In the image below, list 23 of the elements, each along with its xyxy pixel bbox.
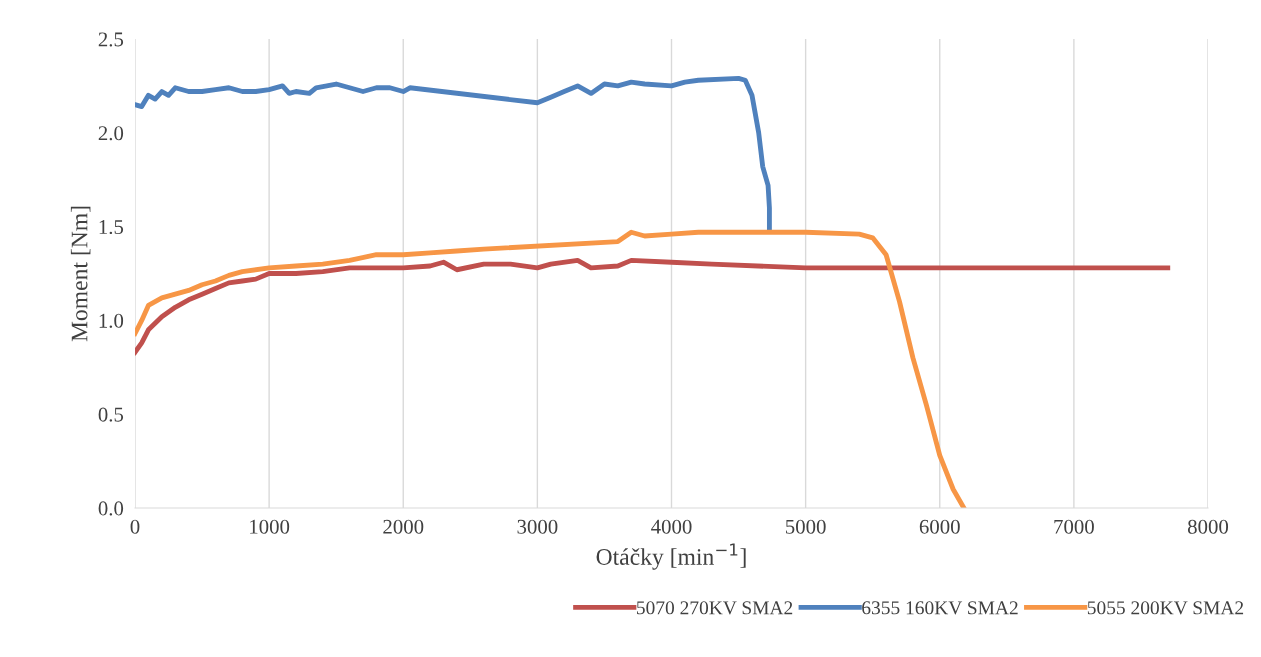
x-tick-label: 4000 <box>651 519 692 534</box>
x-tick-label: 5000 <box>786 519 826 534</box>
x-axis-title: Otáčky [min$^{−1}$] <box>596 543 746 570</box>
x-tick-label: 3000 <box>517 519 558 534</box>
line-series <box>135 229 967 508</box>
y-axis-title: Moment [Nm] <box>70 206 91 342</box>
y-tick-label: 0.5 <box>98 407 124 422</box>
line-series <box>135 75 772 233</box>
y-tick-label: 1.0 <box>99 313 124 328</box>
line-series <box>135 257 1171 355</box>
y-tick-label: 1.5 <box>99 220 124 235</box>
x-tick-label: 0 <box>130 519 140 534</box>
x-tick-label: 7000 <box>1054 519 1094 534</box>
legend-label: 6355 160KV SMA2 <box>862 601 1018 615</box>
y-tick-label: 2.0 <box>98 126 124 141</box>
legend-label: 5070 270KV SMA2 <box>637 601 793 615</box>
x-tick-label: 8000 <box>1187 519 1229 534</box>
legend-label: 5055 200KV SMA2 <box>1087 601 1244 615</box>
y-tick-label: 2.5 <box>98 32 124 47</box>
x-tick-label: 1000 <box>250 519 290 534</box>
y-tick-label: 0.0 <box>98 501 124 516</box>
x-tick-label: 2000 <box>383 519 424 534</box>
x-tick-label: 6000 <box>919 519 960 534</box>
